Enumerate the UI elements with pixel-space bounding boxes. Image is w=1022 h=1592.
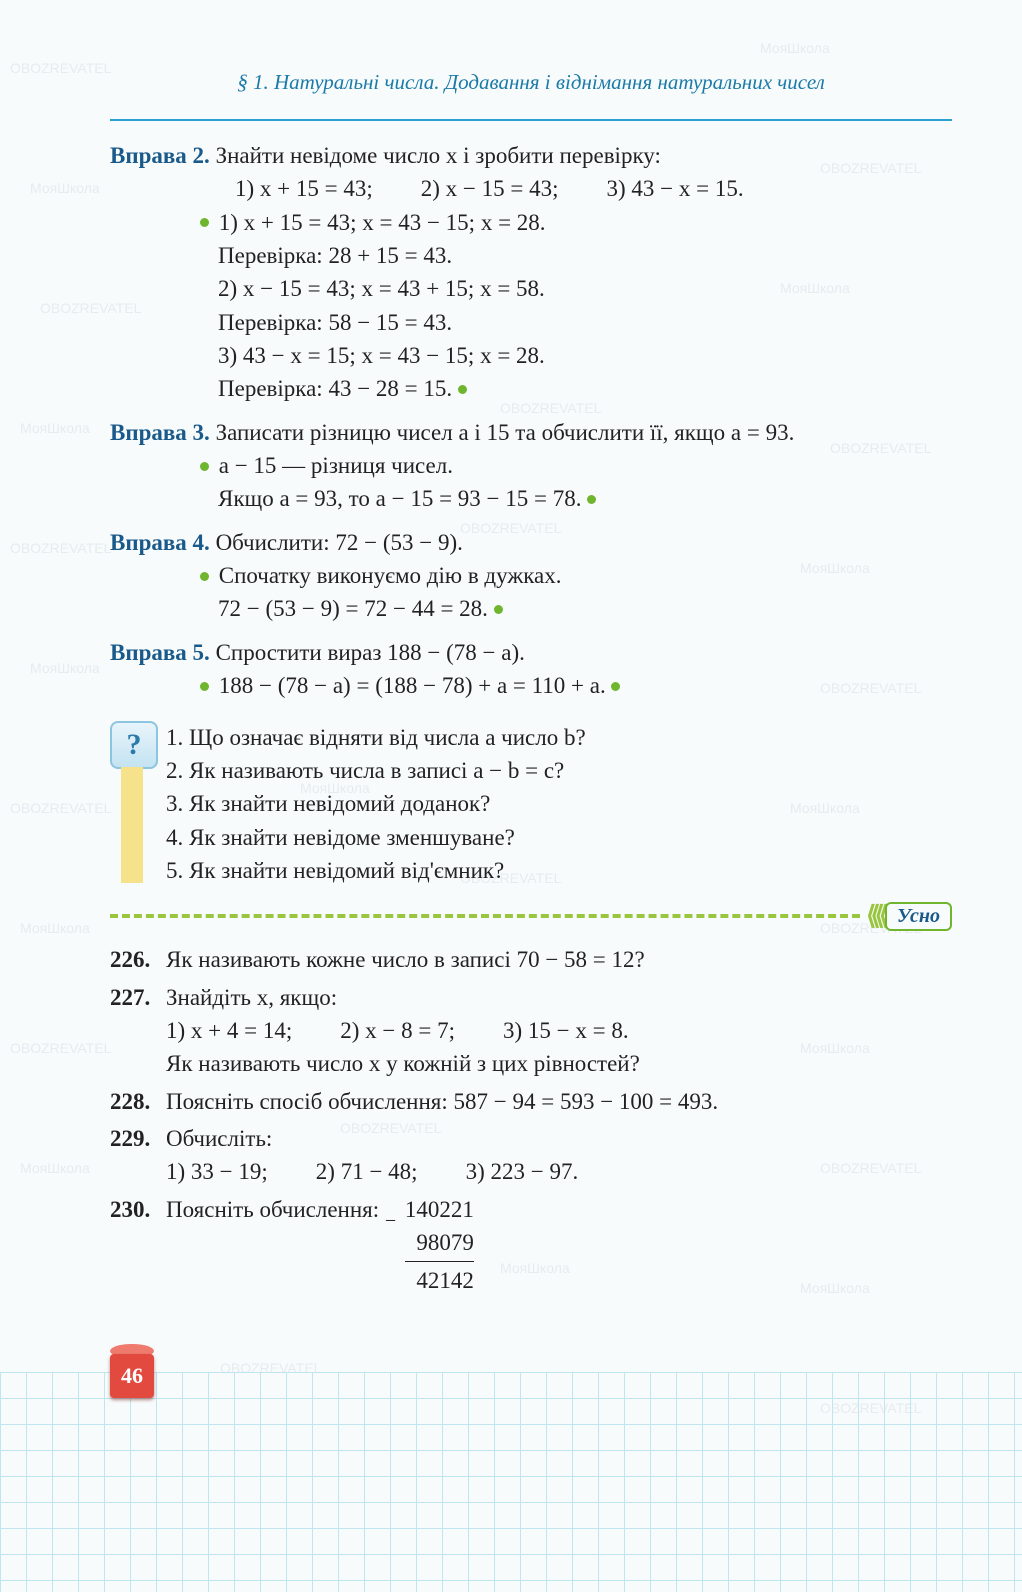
section-title: § 1. Натуральні числа. Додавання і відні… xyxy=(110,70,952,101)
solution-end-dot xyxy=(587,495,596,504)
exercise-label: Вправа 3. xyxy=(110,420,210,445)
problem-part: 1) x + 15 = 43; xyxy=(235,172,373,205)
task-228: 228. Поясніть спосіб обчислення: 587 − 9… xyxy=(110,1085,952,1118)
minus-sign: − xyxy=(385,1207,396,1236)
task-number: 226. xyxy=(110,943,166,976)
task-text: Як називають кожне число в записі 70 − 5… xyxy=(166,943,952,976)
task-lead: Поясніть обчислення: xyxy=(166,1197,379,1222)
question-block: ? 1. Що означає відняти від числа a числ… xyxy=(110,721,952,888)
task-lead: Знайдіть x, якщо: xyxy=(166,981,952,1014)
solution-check: Перевірка: 43 − 28 = 15. xyxy=(218,376,452,401)
exercise-label: Вправа 5. xyxy=(110,640,210,665)
task-tail: Як називають число x у кожній з цих рівн… xyxy=(166,1047,952,1080)
solution-line: 1) x + 15 = 43; x = 43 − 15; x = 28. xyxy=(219,210,546,235)
exercise-5: Вправа 5. Спростити вираз 188 − (78 − a)… xyxy=(110,636,952,703)
problem-part: 3) 43 − x = 15. xyxy=(607,172,744,205)
solution-check: Перевірка: 58 − 15 = 43. xyxy=(218,306,952,339)
task-229: 229. Обчисліть: 1) 33 − 19; 2) 71 − 48; … xyxy=(110,1122,952,1189)
task-230: 230. Поясніть обчислення: − 140221 98079… xyxy=(110,1193,952,1298)
solution-start-dot xyxy=(200,218,209,227)
column-subtraction: 140221 98079 42142 xyxy=(405,1193,474,1298)
task-226: 226. Як називають кожне число в записі 7… xyxy=(110,943,952,976)
exercise-2: Вправа 2. Знайти невідоме число x і зроб… xyxy=(110,139,952,406)
question-stripe xyxy=(121,767,143,884)
question-item: 2. Як називають числа в записі a − b = c… xyxy=(166,754,952,787)
solution-line: 2) x − 15 = 43; x = 43 + 15; x = 58. xyxy=(218,272,952,305)
solution-end-dot xyxy=(494,605,503,614)
question-item: 3. Як знайти невідомий доданок? xyxy=(166,787,952,820)
task-part: 3) 223 − 97. xyxy=(466,1155,579,1188)
exercise-prompt: Знайти невідоме число x і зробити переві… xyxy=(216,143,661,168)
task-part: 3) 15 − x = 8. xyxy=(503,1014,629,1047)
task-text: Поясніть спосіб обчислення: 587 − 94 = 5… xyxy=(166,1085,952,1118)
grid-footer: 46 xyxy=(0,1372,1022,1592)
question-item: 4. Як знайти невідоме зменшуване? xyxy=(166,821,952,854)
chevron-left-icon: ⟪⟪ xyxy=(866,901,883,931)
solution-line: 72 − (53 − 9) = 72 − 44 = 28. xyxy=(218,596,488,621)
task-part: 1) 33 − 19; xyxy=(166,1155,268,1188)
solution-line: Якщо a = 93, то a − 15 = 93 − 15 = 78. xyxy=(218,486,582,511)
dashed-line xyxy=(110,914,860,918)
exercise-label: Вправа 4. xyxy=(110,530,210,555)
solution-check: Перевірка: 28 + 15 = 43. xyxy=(218,239,952,272)
task-number: 230. xyxy=(110,1193,166,1298)
exercise-prompt: Записати різницю чисел a і 15 та обчисли… xyxy=(216,420,795,445)
solution-line: Спочатку виконуємо дію в дужках. xyxy=(219,563,562,588)
task-part: 1) x + 4 = 14; xyxy=(166,1014,292,1047)
question-mark-icon: ? xyxy=(110,721,158,769)
exercise-3: Вправа 3. Записати різницю чисел a і 15 … xyxy=(110,416,952,516)
page-number-badge: 46 xyxy=(110,1354,154,1398)
task-part: 2) x − 8 = 7; xyxy=(340,1014,455,1047)
solution-line: a − 15 — різниця чисел. xyxy=(219,453,453,478)
problem-part: 2) x − 15 = 43; xyxy=(421,172,559,205)
task-number: 228. xyxy=(110,1085,166,1118)
minuend: 140221 xyxy=(405,1193,474,1226)
task-number: 227. xyxy=(110,981,166,1081)
question-item: 5. Як знайти невідомий від'ємник? xyxy=(166,854,952,887)
task-227: 227. Знайдіть x, якщо: 1) x + 4 = 14; 2)… xyxy=(110,981,952,1081)
solution-line: 3) 43 − x = 15; x = 43 − 15; x = 28. xyxy=(218,339,952,372)
solution-start-dot xyxy=(200,572,209,581)
task-part: 2) 71 − 48; xyxy=(316,1155,418,1188)
task-number: 229. xyxy=(110,1122,166,1189)
usno-divider: ⟪⟪ Усно xyxy=(110,901,952,931)
exercise-prompt: Обчислити: 72 − (53 − 9). xyxy=(216,530,463,555)
exercise-label: Вправа 2. xyxy=(110,143,210,168)
header-rule xyxy=(110,119,952,121)
solution-end-dot xyxy=(458,385,467,394)
exercise-prompt: Спростити вираз 188 − (78 − a). xyxy=(216,640,525,665)
solution-line: 188 − (78 − a) = (188 − 78) + a = 110 + … xyxy=(219,673,606,698)
solution-end-dot xyxy=(611,682,620,691)
exercise-4: Вправа 4. Обчислити: 72 − (53 − 9). Споч… xyxy=(110,526,952,626)
subtrahend: 98079 xyxy=(405,1226,474,1259)
solution-start-dot xyxy=(200,462,209,471)
solution-start-dot xyxy=(200,682,209,691)
result: 42142 xyxy=(405,1261,474,1297)
usno-label: Усно xyxy=(885,902,952,931)
question-item: 1. Що означає відняти від числа a число … xyxy=(166,721,952,754)
task-lead: Обчисліть: xyxy=(166,1122,952,1155)
